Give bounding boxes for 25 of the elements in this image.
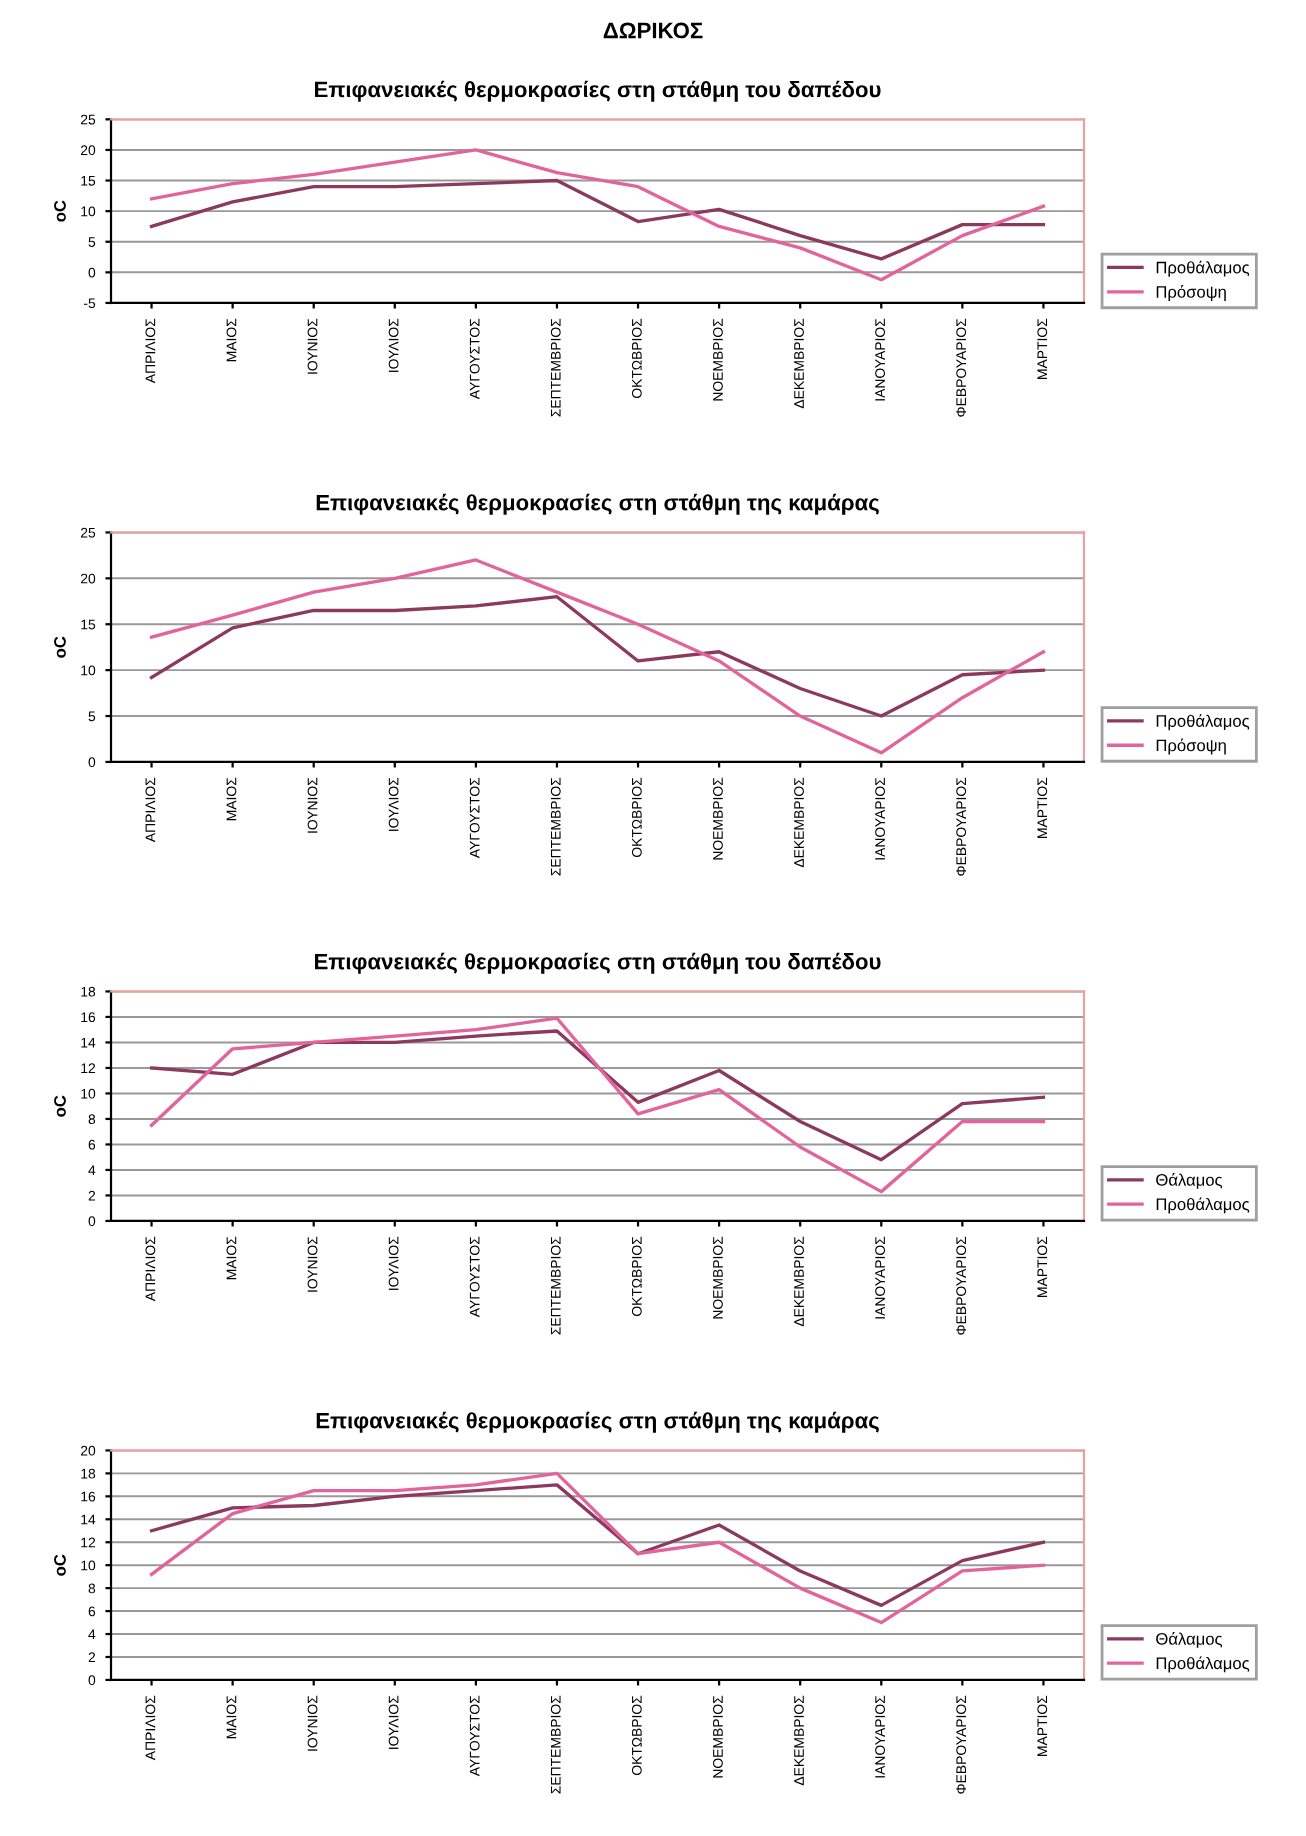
line-series [149,148,1046,282]
chart-title: Επιφανειακές θερμοκρασίες στη στάθμη του δαπέδου [315,952,881,974]
line-series [149,1471,1046,1625]
legend-label: Θάλαμος [1156,1173,1223,1189]
legend-label: Πρόσοψη [1156,738,1226,755]
y-axis-title: oC [54,200,66,222]
legend-label: Θάλαμος [1156,1632,1223,1648]
line-series [149,178,1046,261]
legend-label: Πρόσοψη [1156,285,1226,302]
line-series [149,1483,1046,1608]
legend-label: Προθάλαμος [1156,1656,1250,1673]
chart-title: Επιφανειακές θερμοκρασίες στη στάθμη της καμάρας [316,493,879,515]
legend-label: Προθάλαμος [1156,260,1250,277]
line-series [149,1016,1046,1194]
line-series [149,595,1046,718]
chart-title: ΔΩΡΙΚΟΣ [603,22,703,39]
y-axis-title: oC [54,1554,66,1576]
y-axis-title: oC [54,1095,66,1117]
y-axis-title: oC [54,636,66,658]
line-series [149,1029,1046,1162]
chart-title: Επιφανειακές θερμοκρασίες στη στάθμη της καμάρας [316,1411,879,1433]
line-series [149,558,1046,755]
chart-subtitle: Επιφανειακές θερμοκρασίες στη στάθμη του δαπέδου [315,80,881,102]
legend-label: Προθάλαμος [1156,1197,1250,1214]
legend-label: Προθάλαμος [1156,714,1250,731]
